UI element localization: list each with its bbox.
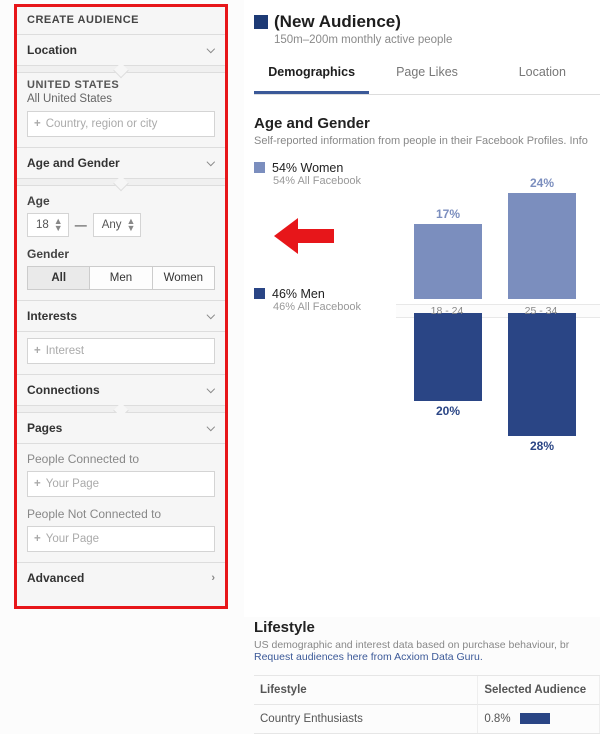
- section-notch: [17, 179, 225, 186]
- people-connected-label: People Connected to: [27, 452, 215, 466]
- gender-option-all[interactable]: All: [28, 267, 90, 289]
- section-notch: [17, 406, 225, 413]
- women-bar-label: 24%: [508, 176, 576, 190]
- women-bar: [508, 193, 576, 299]
- people-connected-input[interactable]: + Your Page: [27, 471, 215, 497]
- men-bar-label: 28%: [508, 439, 576, 453]
- chevron-right-icon: ›: [211, 572, 215, 584]
- gender-option-men[interactable]: Men: [90, 267, 152, 289]
- lifestyle-header: Lifestyle: [254, 619, 600, 636]
- section-age-gender[interactable]: Age and Gender ⌵: [17, 148, 225, 179]
- people-not-connected-input[interactable]: + Your Page: [27, 526, 215, 552]
- legend-women-sub: 54% All Facebook: [273, 175, 361, 187]
- tab-location[interactable]: Location: [485, 56, 600, 94]
- lifestyle-section: Lifestyle US demographic and interest da…: [254, 619, 600, 734]
- people-connected-placeholder: Your Page: [46, 478, 99, 490]
- gender-label: Gender: [27, 247, 215, 261]
- section-pages[interactable]: Pages ⌵: [17, 413, 225, 444]
- annotation-arrow-icon: [274, 219, 334, 253]
- men-color-icon: [254, 288, 265, 299]
- chevron-down-icon: ⌵: [207, 384, 215, 397]
- chart-column: 17% 20%: [414, 172, 482, 418]
- section-age-gender-label: Age and Gender: [27, 156, 120, 170]
- chart-xlabel-1: 25 - 34: [502, 305, 580, 317]
- plus-icon: +: [34, 345, 41, 357]
- section-pages-label: Pages: [27, 421, 62, 435]
- location-input[interactable]: + Country, region or city: [27, 111, 215, 137]
- people-not-connected-placeholder: Your Page: [46, 533, 99, 545]
- gender-option-women[interactable]: Women: [153, 267, 214, 289]
- age-gender-chart: 17% 20% 24% 28% 18 - 24 25 - 34: [396, 172, 600, 452]
- audience-color-icon: [254, 15, 268, 29]
- col-selected: Selected Audience: [478, 676, 600, 705]
- section-connections[interactable]: Connections ⌵: [17, 375, 225, 406]
- row-pct: 0.8%: [484, 713, 510, 725]
- lifestyle-table-head: Lifestyle Selected Audience: [254, 676, 600, 705]
- women-bar: [414, 224, 482, 299]
- chevron-down-icon: ⌵: [207, 310, 215, 323]
- section-interests-label: Interests: [27, 309, 77, 323]
- section-interests[interactable]: Interests ⌵: [17, 301, 225, 332]
- create-audience-sidebar: CREATE AUDIENCE Location ⌵ UNITED STATES…: [14, 4, 228, 609]
- section-location[interactable]: Location ⌵: [17, 35, 225, 66]
- age-from-value: 18: [36, 219, 49, 231]
- interests-input[interactable]: + Interest: [27, 338, 215, 364]
- plus-icon: +: [34, 533, 41, 545]
- updown-icon: ▲▼: [127, 218, 136, 232]
- men-bar: [508, 313, 576, 436]
- chevron-down-icon: ⌵: [207, 422, 215, 435]
- location-country-heading: UNITED STATES: [27, 79, 215, 91]
- men-bar: [414, 313, 482, 401]
- chevron-down-icon: ⌵: [207, 44, 215, 57]
- age-gender-sub: Self-reported information from people in…: [254, 135, 600, 147]
- plus-icon: +: [34, 118, 41, 130]
- age-label: Age: [27, 194, 215, 208]
- tab-page-likes[interactable]: Page Likes: [369, 56, 484, 94]
- age-from-select[interactable]: 18 ▲▼: [27, 213, 69, 237]
- location-placeholder: Country, region or city: [46, 118, 158, 130]
- section-connections-label: Connections: [27, 383, 100, 397]
- legend-men-main: 46% Men: [272, 287, 361, 301]
- row-value: 0.8%: [478, 705, 600, 733]
- gender-segmented: All Men Women: [27, 266, 215, 290]
- table-row: Country Enthusiasts 0.8%: [254, 705, 600, 733]
- audience-title-row: (New Audience): [254, 12, 600, 32]
- audience-title: (New Audience): [274, 12, 401, 32]
- age-to-value: Any: [102, 219, 122, 231]
- women-color-icon: [254, 162, 265, 173]
- sidebar-title: CREATE AUDIENCE: [17, 7, 225, 35]
- age-to-select[interactable]: Any ▲▼: [93, 213, 142, 237]
- tab-bar: Demographics Page Likes Location: [254, 56, 600, 95]
- pages-block: People Connected to + Your Page People N…: [17, 444, 225, 563]
- women-bar-label: 17%: [414, 207, 482, 221]
- location-block: UNITED STATES All United States + Countr…: [17, 73, 225, 148]
- age-gender-header: Age and Gender: [254, 115, 600, 132]
- interests-block: + Interest: [17, 332, 225, 375]
- chart-xlabel-0: 18 - 24: [408, 305, 486, 317]
- section-advanced-label: Advanced: [27, 571, 84, 585]
- legend-men-sub: 46% All Facebook: [273, 301, 361, 313]
- lifestyle-table: Lifestyle Selected Audience Country Enth…: [254, 675, 600, 734]
- section-advanced[interactable]: Advanced ›: [17, 563, 225, 593]
- age-range-dash: —: [75, 218, 87, 232]
- row-name: Country Enthusiasts: [254, 705, 478, 733]
- section-notch: [17, 66, 225, 73]
- age-gender-block: Age 18 ▲▼ — Any ▲▼ Gender All Men Women: [17, 186, 225, 301]
- mini-bar-icon: [520, 713, 550, 724]
- audience-subtitle: 150m–200m monthly active people: [274, 34, 600, 46]
- men-bar-label: 20%: [414, 404, 482, 418]
- lifestyle-sub: US demographic and interest data based o…: [254, 639, 600, 651]
- updown-icon: ▲▼: [54, 218, 63, 232]
- interests-placeholder: Interest: [46, 345, 84, 357]
- chevron-down-icon: ⌵: [207, 157, 215, 170]
- col-lifestyle: Lifestyle: [254, 676, 478, 705]
- lifestyle-link[interactable]: Request audiences here from Acxiom Data …: [254, 651, 600, 663]
- plus-icon: +: [34, 478, 41, 490]
- people-not-connected-label: People Not Connected to: [27, 507, 215, 521]
- legend-women-main: 54% Women: [272, 161, 361, 175]
- section-location-label: Location: [27, 43, 77, 57]
- tab-demographics[interactable]: Demographics: [254, 56, 369, 94]
- location-country-sub: All United States: [27, 93, 215, 105]
